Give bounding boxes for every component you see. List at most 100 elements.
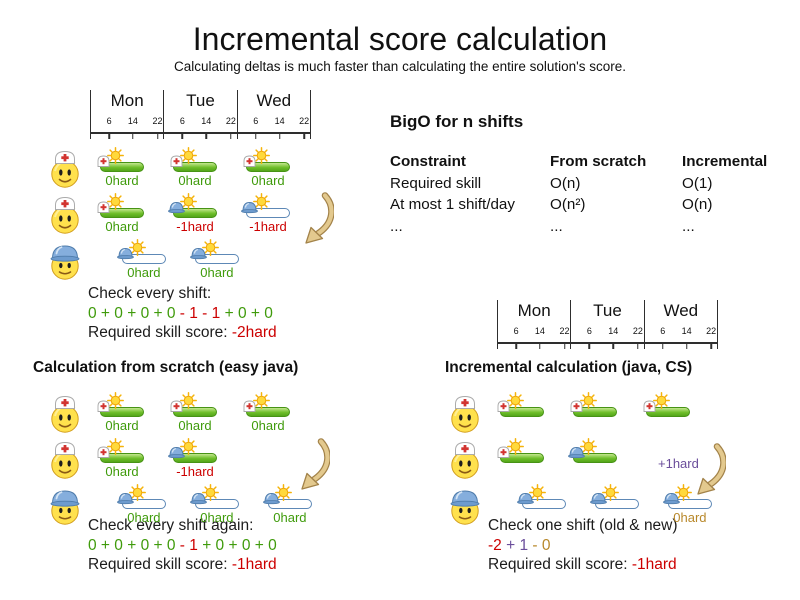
nurse-face-icon <box>451 441 479 479</box>
shift-bar-green <box>646 407 690 417</box>
timeline-day-label: Tue <box>593 301 622 320</box>
shift-bar-green <box>246 162 290 172</box>
sun-icon <box>653 392 670 409</box>
timeline-axis <box>89 132 311 134</box>
shift: 0hard <box>170 147 221 192</box>
timeline-day-label: Wed <box>256 91 292 110</box>
score-value: -1hard <box>231 556 277 573</box>
check-block-incremental: Check one shift (old & new) -2 + 1 - 0 Req… <box>488 516 678 575</box>
sun-icon <box>107 392 124 409</box>
shift <box>643 392 694 437</box>
move-delta-label: +1hard <box>658 456 699 471</box>
timeline-hour-label: 14 <box>608 326 619 336</box>
sun-icon <box>253 193 270 210</box>
employee-nurse <box>47 440 83 482</box>
bigo-title: BigO for n shifts <box>390 112 524 131</box>
formula-segment: - 1 - 1 <box>175 304 221 322</box>
shift: 0hard <box>243 147 294 192</box>
nurse-skill-icon <box>568 399 585 413</box>
sun-icon <box>528 484 546 501</box>
shift: 0hard <box>97 147 148 192</box>
shift: 0hard <box>243 392 294 437</box>
shift-score-label: 0hard <box>200 265 234 280</box>
timeline-day: Wed 6 14 22 <box>238 90 311 139</box>
timeline-day: Tue 6 14 22 <box>571 300 645 349</box>
shift-bar-green <box>500 407 544 417</box>
sun-icon <box>180 438 197 455</box>
timeline-tick <box>254 132 257 139</box>
shift-bar-green <box>100 208 144 218</box>
score-label: Required skill score: <box>88 324 232 341</box>
nurse-skill-icon <box>95 154 112 168</box>
timeline-hour-label: 6 <box>660 326 666 336</box>
builder-skill-icon <box>262 491 280 505</box>
builder-face-icon <box>450 490 480 525</box>
timeline-tick <box>685 342 688 349</box>
score-value: -1hard <box>631 556 677 573</box>
timeline-tick <box>637 342 639 349</box>
formula-segment: -2 <box>488 536 502 554</box>
nurse-face-icon <box>451 395 479 433</box>
nurse-skill-icon <box>241 154 258 168</box>
timeline-hour-label: 6 <box>106 116 112 126</box>
timeline-hour-label: 22 <box>632 326 643 336</box>
builder-skill-icon <box>241 200 258 214</box>
timeline-tick <box>108 132 110 139</box>
timeline-hour-label: 6 <box>253 116 259 126</box>
timeline-day-label: Tue <box>186 91 215 110</box>
move-arrow-icon <box>298 192 335 246</box>
sun-icon <box>107 147 124 164</box>
employee-nurse <box>47 394 83 436</box>
timeline-hour-label: 6 <box>586 326 592 336</box>
builder-skill-icon <box>116 246 134 260</box>
shift-score-label: 0hard <box>105 219 139 234</box>
builder-skill-icon <box>189 246 207 260</box>
timeline-hour-label: 14 <box>534 326 545 336</box>
shift-score-label: -1hard <box>176 464 214 479</box>
nurse-skill-icon <box>95 399 112 413</box>
sun-icon <box>674 484 692 501</box>
timeline-hour-label: 14 <box>274 116 285 126</box>
timeline-tick <box>303 132 305 139</box>
shift-bar-green <box>173 407 217 417</box>
shift: 0hard <box>262 484 316 529</box>
section-heading-incremental: Incremental calculation (java, CS) <box>445 359 693 376</box>
builder-skill-icon <box>168 200 185 214</box>
employee-builder <box>47 486 83 528</box>
shift: -1hard <box>168 193 221 238</box>
timeline-day-label: Mon <box>517 301 551 320</box>
bigo-column-header: From scratch <box>550 153 647 170</box>
score-label: Required skill score: <box>488 556 632 573</box>
nurse-skill-icon <box>495 445 512 459</box>
check-heading: Check every shift: <box>88 285 212 302</box>
sun-icon <box>253 392 270 409</box>
shift <box>570 392 621 437</box>
employee-nurse <box>447 440 483 482</box>
builder-skill-icon <box>568 445 585 459</box>
sun-icon <box>507 392 524 409</box>
bigo-cell: ... <box>390 217 403 235</box>
bigo-column-header: Incremental <box>682 153 768 170</box>
nurse-face-icon <box>51 441 79 479</box>
shift-bar-green <box>573 407 617 417</box>
score-label: Required skill score: <box>88 556 232 573</box>
timeline-hour-label: 14 <box>201 116 212 126</box>
score-line: Required skill score: -1hard <box>88 555 277 575</box>
sun-icon <box>180 193 197 210</box>
schedule-grid-incremental: 0hard +1hard <box>445 392 745 532</box>
schedule-grid-scratch: 0hard 0hard 0hard 0hard -1hard 0hard 0hard 0har… <box>45 392 345 532</box>
timeline-tick <box>230 132 232 139</box>
shift: 0hard <box>189 484 243 529</box>
shift-score-label: 0hard <box>127 510 161 525</box>
shift-score-label: 0hard <box>105 173 139 188</box>
shift: 0hard <box>662 484 716 529</box>
formula-segment: + 0 + 0 + 0 <box>197 536 277 554</box>
sun-icon <box>201 484 219 501</box>
bigo-cell: O(n) <box>550 174 581 192</box>
shift-score-label: 0hard <box>673 510 707 525</box>
builder-skill-icon <box>189 491 207 505</box>
timeline-axis <box>496 342 718 344</box>
score-line: Required skill score: -1hard <box>488 555 678 575</box>
move-arrow-icon <box>690 443 727 497</box>
shift-score-label: 0hard <box>178 418 212 433</box>
